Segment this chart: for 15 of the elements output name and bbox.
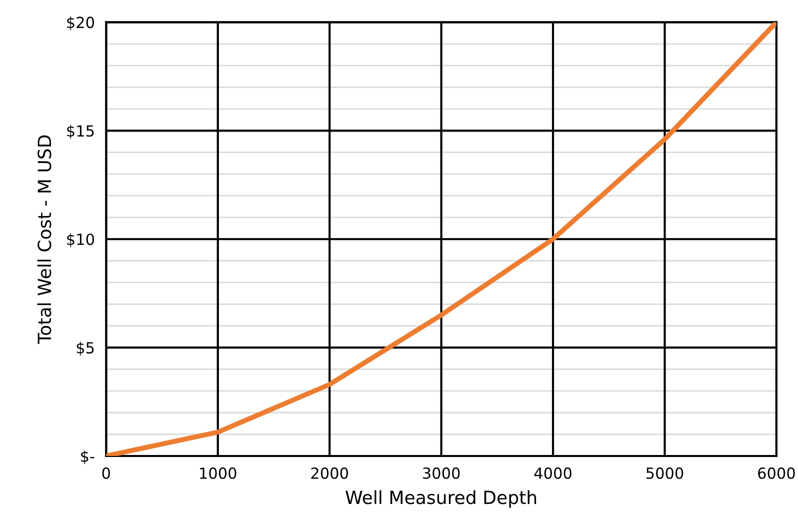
x-tick-label: 0	[102, 467, 110, 479]
y-axis-title: Total Well Cost - M USD	[37, 135, 52, 344]
y-tick-label: $15	[67, 124, 94, 139]
y-tick-label: $20	[67, 16, 94, 30]
x-tick-label: 4000	[534, 467, 572, 479]
x-tick-label: 1000	[200, 467, 236, 479]
y-tick-label: $5	[76, 342, 94, 356]
x-tick-label: 3000	[423, 467, 460, 479]
x-tick-label: 2000	[311, 467, 348, 479]
x-tick-label: 6000	[758, 467, 795, 479]
line-series	[106, 22, 776, 456]
x-axis-title: Well Measured Depth	[346, 490, 536, 508]
y-tick-label: $-	[81, 450, 94, 464]
x-tick-label: 5000	[646, 467, 684, 479]
y-tick-label: $10	[67, 233, 94, 248]
